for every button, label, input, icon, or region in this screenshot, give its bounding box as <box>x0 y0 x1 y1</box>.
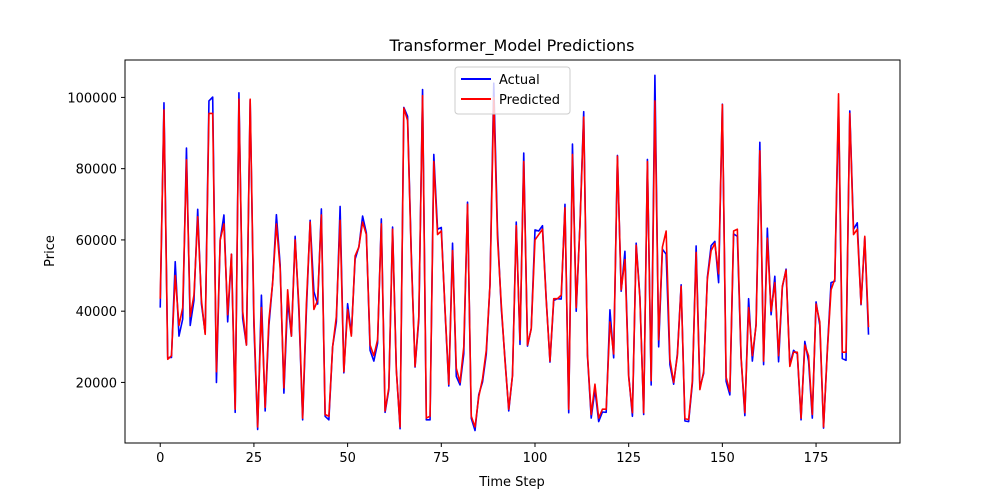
x-tick-label: 125 <box>616 451 641 466</box>
series-line-predicted <box>159 93 870 428</box>
y-tick-label: 20000 <box>76 376 117 391</box>
y-tick-label: 40000 <box>76 305 117 320</box>
x-tick-label: 0 <box>156 451 164 466</box>
legend-label-predicted: Predicted <box>499 93 560 108</box>
y-tick-label: 80000 <box>76 163 117 178</box>
y-tick-label: 100000 <box>67 91 117 106</box>
x-tick-label: 100 <box>523 451 548 466</box>
x-tick-label: 50 <box>339 451 356 466</box>
x-axis-title: Time Step <box>478 475 545 490</box>
plot-frame <box>124 59 901 444</box>
y-axis-title: Price <box>43 235 58 267</box>
x-tick-label: 75 <box>433 451 450 466</box>
y-axis: 20000 40000 60000 80000 100000 <box>67 91 125 391</box>
plot-area <box>159 74 870 432</box>
x-axis: 0 25 50 75 100 125 150 175 <box>156 443 828 466</box>
x-tick-label: 25 <box>246 451 263 466</box>
chart-title: Transformer_Model Predictions <box>389 36 635 56</box>
x-tick-label: 150 <box>710 451 735 466</box>
y-tick-label: 60000 <box>76 234 117 249</box>
legend: Actual Predicted <box>454 66 571 115</box>
x-tick-label: 175 <box>804 451 829 466</box>
legend-label-actual: Actual <box>499 73 540 88</box>
